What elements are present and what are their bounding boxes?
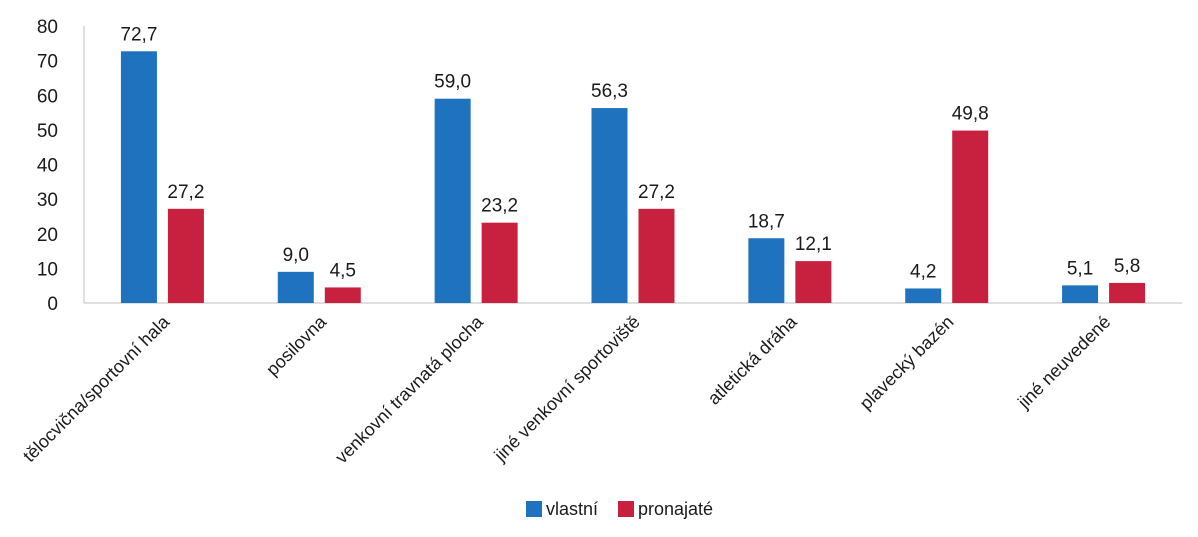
legend-label: pronajaté (638, 499, 713, 519)
bar-pronajate (167, 208, 204, 303)
data-label: 27,2 (638, 182, 675, 203)
y-tick-label: 70 (37, 52, 58, 73)
data-label-box (1055, 254, 1106, 281)
category-label: jiné neuvedené (1013, 312, 1114, 413)
data-label: 59,0 (434, 72, 471, 93)
legend-swatch (618, 501, 634, 517)
y-tick-label: 20 (37, 225, 58, 246)
y-tick-label: 60 (37, 86, 58, 107)
legend-label: vlastní (546, 499, 598, 519)
y-tick-label: 30 (37, 190, 58, 211)
data-label-box (898, 257, 949, 284)
data-label: 5,1 (1067, 258, 1093, 279)
y-tick-label: 80 (37, 17, 58, 38)
data-label: 72,7 (120, 24, 157, 45)
data-label: 18,7 (748, 211, 785, 232)
data-label: 4,5 (330, 260, 356, 281)
category-label: jiné venkovní sportoviště (490, 312, 644, 466)
data-label-box (584, 77, 635, 104)
bar-pronajate (324, 287, 361, 303)
data-label: 9,0 (283, 245, 309, 266)
bar-vlastni (905, 288, 942, 303)
data-label-box (631, 177, 682, 204)
category-label: atletická dráha (704, 311, 802, 409)
data-label: 23,2 (481, 196, 518, 217)
data-label-box (270, 240, 321, 267)
data-label-box (160, 177, 211, 204)
category-label: tělocvična/sportovní hala (19, 311, 174, 466)
bar-pronajate (952, 130, 989, 303)
bar-pronajate (481, 222, 518, 303)
bar-pronajate (1109, 282, 1146, 303)
bar-vlastni (1062, 285, 1099, 303)
data-label-box (945, 99, 996, 126)
data-label: 49,8 (952, 104, 989, 125)
data-label: 12,1 (795, 234, 832, 255)
bar-vlastni (748, 238, 785, 303)
data-label-box (317, 256, 368, 283)
data-label-box (788, 230, 839, 257)
category-label: venkovní travnatá plocha (331, 311, 487, 467)
data-label-box (741, 207, 792, 234)
data-label-box (427, 67, 478, 94)
y-tick-label: 40 (37, 156, 58, 177)
data-label-box (474, 191, 525, 218)
bar-pronajate (638, 208, 675, 303)
data-label: 5,8 (1114, 256, 1140, 277)
data-label-box (113, 20, 164, 47)
data-label-box (1102, 251, 1153, 278)
legend-swatch (526, 501, 542, 517)
category-label: posilovna (262, 311, 331, 380)
data-label: 56,3 (591, 81, 628, 102)
bar-vlastni (591, 108, 628, 303)
bar-vlastni (434, 98, 471, 304)
bar-vlastni (277, 271, 314, 303)
data-label: 27,2 (167, 182, 204, 203)
category-label: plavecký bazén (856, 312, 958, 414)
y-tick-label: 10 (37, 259, 58, 280)
bar-vlastni (120, 51, 157, 304)
data-label: 4,2 (910, 261, 936, 282)
y-tick-label: 0 (47, 294, 58, 315)
y-tick-label: 50 (37, 121, 58, 142)
bar-pronajate (795, 261, 832, 303)
